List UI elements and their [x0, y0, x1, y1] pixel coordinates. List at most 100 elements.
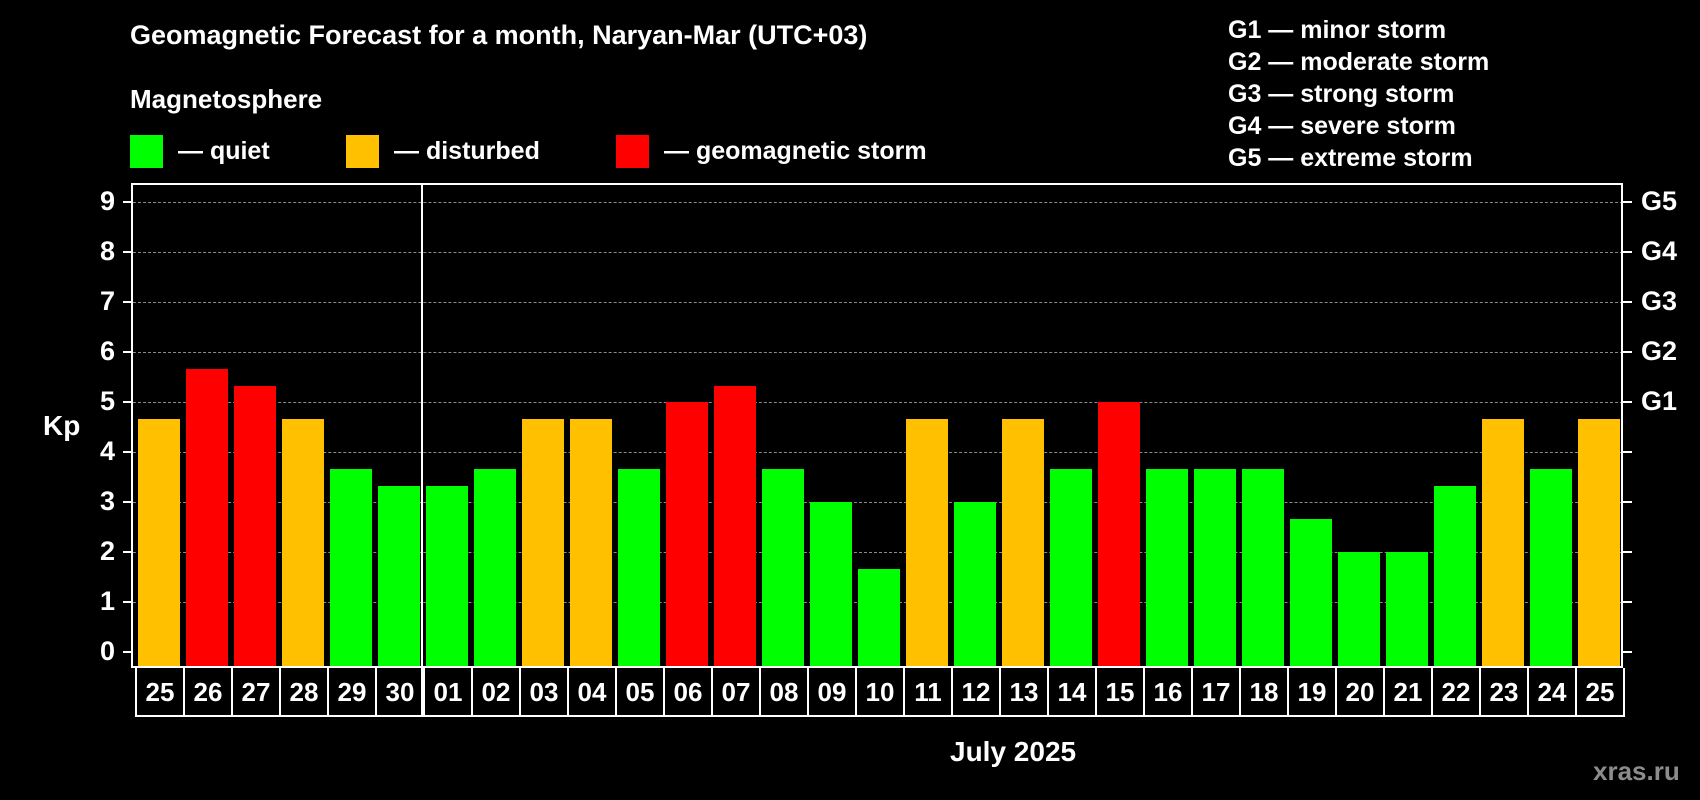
gridline: [133, 402, 1623, 403]
kp-bar-disturbed: [1002, 418, 1044, 666]
storm-swatch-icon: [616, 135, 649, 168]
storm-scale-g3: G3 — strong storm: [1228, 80, 1455, 108]
kp-bar-disturbed: [1578, 418, 1620, 666]
kp-bar-disturbed: [1482, 418, 1524, 666]
day-label: 30: [375, 668, 423, 715]
day-label: 01: [423, 668, 471, 715]
kp-bar-quiet: [954, 502, 996, 666]
day-label: 06: [663, 668, 711, 715]
g-scale-label: G2: [1641, 336, 1678, 366]
kp-bar-quiet: [762, 468, 804, 666]
y-tick-label: 5: [99, 386, 115, 416]
kp-bar-storm: [714, 385, 756, 666]
kp-bar-quiet: [1434, 485, 1476, 666]
storm-scale-g2: G2 — moderate storm: [1228, 48, 1490, 76]
kp-bar-quiet: [1194, 468, 1236, 666]
day-label: 11: [903, 668, 951, 715]
legend-heading: Magnetosphere: [130, 84, 323, 114]
y-tick-right: [1623, 501, 1632, 503]
kp-bar-disturbed: [522, 418, 564, 666]
gridline: [133, 252, 1623, 253]
day-label: 03: [519, 668, 567, 715]
y-tick: [123, 251, 131, 253]
legend-storm: — geomagnetic storm: [616, 135, 927, 168]
y-tick-right: [1623, 301, 1632, 303]
y-tick-label: 7: [99, 286, 115, 316]
y-tick: [123, 401, 131, 403]
y-tick-label: 9: [99, 186, 115, 216]
y-tick-label: 8: [99, 236, 115, 266]
day-label: 28: [279, 668, 327, 715]
y-tick: [123, 501, 131, 503]
day-label: 02: [471, 668, 519, 715]
day-label: 05: [615, 668, 663, 715]
day-label: 27: [231, 668, 279, 715]
gridline: [133, 202, 1623, 203]
day-label: 26: [183, 668, 231, 715]
y-tick-label: 2: [99, 536, 115, 566]
gridline: [133, 502, 1623, 503]
plot-area: [131, 183, 1623, 668]
y-tick: [123, 551, 131, 553]
kp-bar-quiet: [1290, 518, 1332, 666]
y-tick: [123, 351, 131, 353]
y-tick-right: [1623, 401, 1632, 403]
chart-title: Geomagnetic Forecast for a month, Naryan…: [130, 20, 868, 50]
gridline: [133, 352, 1623, 353]
day-label: 04: [567, 668, 615, 715]
g-scale-label: G5: [1641, 186, 1678, 216]
gridline: [133, 452, 1623, 453]
day-label: 19: [1287, 668, 1335, 715]
day-label: 22: [1431, 668, 1479, 715]
kp-bar-quiet: [618, 468, 660, 666]
gridline: [133, 302, 1623, 303]
y-tick-label: 1: [99, 586, 115, 616]
g-scale-label: G4: [1641, 236, 1678, 266]
storm-scale-g5: G5 — extreme storm: [1228, 144, 1473, 172]
y-tick-right: [1623, 651, 1632, 653]
day-label: 21: [1383, 668, 1431, 715]
legend-quiet-label: — quiet: [178, 137, 270, 165]
kp-bar-quiet: [474, 468, 516, 666]
y-tick: [123, 301, 131, 303]
kp-bar-quiet: [1386, 552, 1428, 666]
kp-bar-quiet: [330, 468, 372, 666]
day-label: 07: [711, 668, 759, 715]
storm-scale-g4: G4 — severe storm: [1228, 112, 1456, 140]
legend-disturbed-label: — disturbed: [394, 137, 540, 165]
y-tick-label: 0: [99, 636, 115, 666]
y-tick: [123, 451, 131, 453]
x-axis-day-labels: 25 26 27 28 29 30 01 02 03 04 05 06 07 08 09 10 11 12 13 14…: [135, 668, 1625, 717]
disturbed-swatch-icon: [346, 135, 379, 168]
legend-disturbed: — disturbed: [346, 135, 540, 168]
y-tick-label: 4: [99, 436, 115, 466]
kp-bar-storm: [1098, 402, 1140, 666]
kp-bar-disturbed: [906, 418, 948, 666]
y-tick: [123, 651, 131, 653]
y-tick-label: 3: [99, 486, 115, 516]
day-label: 23: [1479, 668, 1527, 715]
day-label: 18: [1239, 668, 1287, 715]
y-tick-right: [1623, 351, 1632, 353]
day-label: 25: [145, 677, 175, 707]
g-scale-label: G3: [1641, 286, 1678, 316]
storm-scale-g1: G1 — minor storm: [1228, 16, 1447, 44]
y-tick-label: 6: [99, 336, 115, 366]
day-label: 12: [951, 668, 999, 715]
kp-bar-storm: [666, 402, 708, 666]
day-label: 24: [1527, 668, 1575, 715]
day-label: 08: [759, 668, 807, 715]
kp-bar-quiet: [1338, 552, 1380, 666]
y-tick-right: [1623, 251, 1632, 253]
kp-bar-quiet: [1146, 468, 1188, 666]
brand-watermark: xras.ru: [1593, 756, 1680, 786]
day-label: 09: [807, 668, 855, 715]
kp-bar-quiet: [810, 502, 852, 666]
month-separator: [421, 183, 423, 716]
kp-bar-quiet: [426, 485, 468, 666]
legend-quiet: — quiet: [130, 135, 270, 168]
y-tick: [123, 601, 131, 603]
x-axis-month-label: July 2025: [950, 736, 1077, 767]
kp-bar-disturbed: [570, 418, 612, 666]
kp-bar-quiet: [378, 485, 420, 666]
